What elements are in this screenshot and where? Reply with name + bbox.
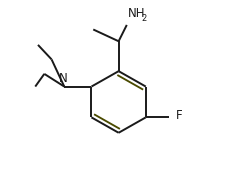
Text: F: F bbox=[175, 109, 182, 122]
Text: NH: NH bbox=[127, 6, 144, 20]
Text: N: N bbox=[59, 72, 67, 85]
Text: 2: 2 bbox=[141, 14, 146, 23]
